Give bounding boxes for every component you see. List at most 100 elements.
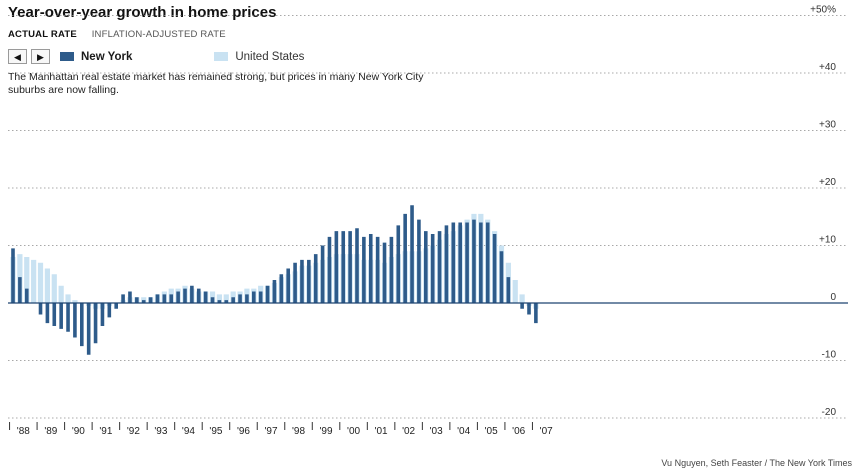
bar-new-york bbox=[334, 231, 339, 303]
y-tick-label: +10 bbox=[819, 235, 836, 246]
x-tick-label: '98 bbox=[292, 426, 305, 437]
bar-new-york bbox=[320, 245, 325, 303]
next-arrow-button[interactable]: ▶ bbox=[31, 49, 50, 64]
bar-united-states bbox=[44, 268, 50, 303]
bar-new-york bbox=[327, 236, 332, 303]
y-tick-label: -20 bbox=[822, 407, 837, 418]
x-tick-label: '04 bbox=[457, 426, 470, 437]
bar-new-york bbox=[121, 294, 125, 303]
bar-united-states bbox=[58, 285, 64, 303]
chart-title: Year-over-year growth in home prices bbox=[8, 4, 277, 21]
bar-united-states bbox=[51, 274, 57, 303]
bar-new-york bbox=[114, 303, 118, 309]
bar-new-york bbox=[451, 222, 456, 303]
bar-new-york bbox=[534, 303, 538, 324]
y-tick-label: -10 bbox=[822, 350, 837, 361]
x-tick-label: '99 bbox=[320, 426, 333, 437]
bar-new-york bbox=[286, 268, 290, 303]
bar-new-york bbox=[100, 303, 105, 326]
bar-new-york bbox=[313, 254, 318, 303]
bar-new-york bbox=[162, 294, 167, 303]
x-tick-label: '03 bbox=[430, 426, 443, 437]
x-tick-label: '92 bbox=[127, 426, 140, 437]
bar-new-york bbox=[128, 291, 132, 303]
bar-new-york bbox=[458, 222, 462, 303]
bar-new-york bbox=[18, 277, 22, 303]
bar-new-york bbox=[176, 291, 180, 303]
bar-new-york bbox=[437, 231, 442, 303]
bar-new-york bbox=[252, 291, 256, 303]
x-tick-label: '95 bbox=[209, 426, 222, 437]
bar-new-york bbox=[11, 248, 15, 303]
legend-label-united-states: United States bbox=[235, 50, 305, 63]
bar-new-york bbox=[203, 291, 208, 303]
bar-new-york bbox=[148, 297, 153, 303]
bar-new-york bbox=[417, 219, 421, 303]
bar-new-york bbox=[141, 300, 146, 303]
bar-new-york bbox=[190, 285, 194, 303]
bar-united-states bbox=[37, 262, 44, 303]
bar-new-york bbox=[362, 236, 366, 303]
bar-new-york bbox=[183, 288, 187, 303]
bar-new-york bbox=[224, 300, 229, 303]
x-tick-label: '90 bbox=[72, 426, 85, 437]
bar-new-york bbox=[272, 280, 277, 303]
tab-actual-rate[interactable]: ACTUAL RATE bbox=[8, 29, 77, 40]
bar-new-york bbox=[430, 234, 435, 303]
bar-new-york bbox=[245, 294, 249, 303]
legend-united-states: United States bbox=[214, 51, 304, 63]
x-tick-label: '96 bbox=[237, 426, 250, 437]
y-tick-label: +30 bbox=[819, 120, 836, 131]
tab-inflation-adjusted-rate[interactable]: INFLATION-ADJUSTED RATE bbox=[91, 29, 226, 40]
y-tick-label: +20 bbox=[819, 177, 836, 188]
bar-united-states bbox=[519, 294, 525, 303]
rate-tabs: ACTUAL RATE INFLATION-ADJUSTED RATE bbox=[8, 29, 226, 40]
bar-united-states bbox=[72, 300, 78, 303]
bar-new-york bbox=[348, 231, 352, 303]
legend-controls: ◀ ▶ New York United States bbox=[8, 49, 304, 64]
x-tick-label: '07 bbox=[540, 426, 553, 437]
bar-united-states bbox=[65, 294, 71, 303]
bar-new-york bbox=[231, 297, 235, 303]
bar-new-york bbox=[382, 242, 387, 303]
bar-new-york bbox=[472, 219, 476, 303]
bar-new-york bbox=[52, 303, 57, 326]
bar-united-states bbox=[512, 280, 518, 303]
bar-new-york bbox=[73, 303, 77, 338]
bar-new-york bbox=[196, 288, 201, 303]
bar-united-states bbox=[24, 257, 30, 303]
bar-new-york bbox=[86, 303, 91, 355]
bar-new-york bbox=[375, 236, 380, 303]
x-tick-label: '89 bbox=[44, 426, 57, 437]
prev-arrow-button[interactable]: ◀ bbox=[8, 49, 27, 64]
bar-new-york bbox=[210, 297, 215, 303]
x-tick-label: '97 bbox=[264, 426, 277, 437]
chart-description: The Manhattan real estate market has rem… bbox=[8, 71, 424, 96]
bar-new-york bbox=[80, 303, 84, 347]
bar-united-states bbox=[31, 259, 37, 303]
bar-new-york bbox=[396, 225, 401, 303]
x-tick-label: '88 bbox=[17, 426, 30, 437]
bar-united-states bbox=[223, 294, 229, 303]
bar-new-york bbox=[93, 303, 98, 344]
bar-new-york bbox=[479, 222, 483, 303]
x-tick-label: '00 bbox=[347, 426, 360, 437]
bar-new-york bbox=[258, 291, 263, 303]
bar-new-york bbox=[293, 262, 297, 303]
bar-new-york bbox=[520, 303, 524, 309]
bar-new-york bbox=[59, 303, 63, 329]
bar-united-states bbox=[216, 294, 222, 303]
x-tick-label: '94 bbox=[182, 426, 195, 437]
legend-swatch-new-york bbox=[60, 52, 74, 61]
legend-label-new-york: New York bbox=[81, 50, 133, 63]
bar-new-york bbox=[341, 231, 346, 303]
bar-new-york bbox=[279, 274, 284, 303]
bar-new-york bbox=[45, 303, 50, 324]
bar-new-york bbox=[444, 225, 449, 303]
bar-new-york bbox=[155, 294, 160, 303]
bar-new-york bbox=[38, 303, 43, 315]
legend-new-york: New York bbox=[60, 51, 132, 63]
bar-new-york bbox=[307, 259, 311, 303]
bar-new-york bbox=[424, 231, 428, 303]
